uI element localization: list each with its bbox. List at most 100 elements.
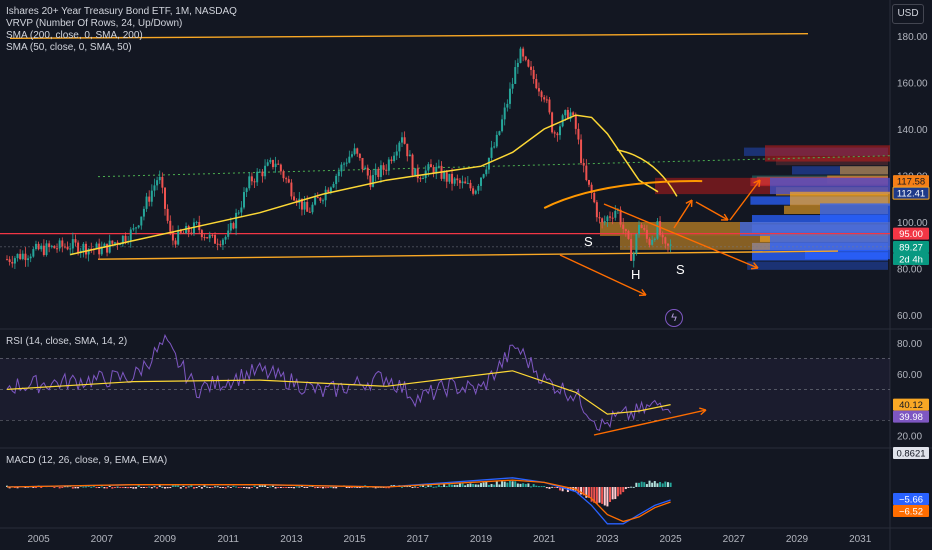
candle-body <box>266 162 269 166</box>
macd-hist-bar <box>232 485 235 487</box>
macd-hist-bar <box>556 487 559 488</box>
macd-hist-bar <box>108 485 111 487</box>
signal-line <box>6 479 671 523</box>
macd-hist-bar <box>248 487 251 489</box>
candle-body <box>179 229 182 233</box>
macd-hist-bar <box>261 485 264 487</box>
macd-hist-bar <box>545 487 548 489</box>
candle-body <box>21 253 24 260</box>
candle-body <box>37 243 40 250</box>
candle-body <box>282 171 285 179</box>
macd-hist-bar <box>164 487 166 489</box>
candle-body <box>63 246 66 248</box>
candle-body <box>656 221 659 239</box>
macd-hist-bar <box>303 487 306 488</box>
rsi-lines <box>6 333 672 431</box>
candle-body <box>572 112 575 116</box>
time-label: 2025 <box>659 534 682 545</box>
hs-label-1: H <box>631 267 640 282</box>
macd-hist-bar <box>474 484 477 487</box>
candle-body <box>161 176 164 188</box>
arrow-up-2-head <box>753 179 761 188</box>
candle-body <box>548 99 551 113</box>
macd-hist-bar <box>74 487 77 489</box>
price-tag-bg <box>893 227 929 240</box>
candle-body <box>590 184 593 193</box>
macd-hist-bar <box>448 483 451 487</box>
macd-hist-bar <box>161 486 164 488</box>
macd-hist-bar <box>219 487 222 488</box>
macd-hist-bar <box>129 487 132 488</box>
macd-hist-bar <box>266 487 269 488</box>
indicator-sma200[interactable]: SMA (200, close, 0, SMA, 200) <box>6 30 143 41</box>
price-tag-bg <box>892 186 930 200</box>
candle-body <box>8 259 11 262</box>
currency-button[interactable]: USD <box>892 4 924 24</box>
macd-hist-bar <box>235 486 238 488</box>
candle-body <box>13 258 16 264</box>
candle-body <box>653 238 656 240</box>
candle-body <box>214 235 217 244</box>
candle-body <box>243 192 245 208</box>
candle-body <box>469 182 472 189</box>
candle-body <box>190 232 193 234</box>
price-tag: 117.58 <box>897 177 925 188</box>
candle-body <box>285 178 288 180</box>
candle-body <box>303 201 306 210</box>
macd-hist-bar <box>192 487 195 489</box>
chart-title[interactable]: Ishares 20+ Year Treasury Bond ETF, 1M, … <box>6 6 237 17</box>
macd-hist-bar <box>245 487 248 489</box>
candle-body <box>329 187 332 193</box>
candle-body <box>443 172 446 179</box>
price-tag-bg <box>893 252 929 265</box>
macd-hist-bar <box>156 487 159 489</box>
macd-hist-bar <box>8 487 11 489</box>
candle-body <box>364 167 367 170</box>
candle-body <box>103 243 106 248</box>
candle-body <box>269 160 272 163</box>
indicator-vrvp[interactable]: VRVP (Number Of Rows, 24, Up/Down) <box>6 18 183 29</box>
macd-hist-bar <box>216 486 219 488</box>
candle-body <box>393 155 396 162</box>
macd-hist-bar <box>92 486 95 488</box>
candle-body <box>532 69 535 80</box>
macd-hist-bar <box>190 485 193 487</box>
macd-hist-bar <box>85 486 87 488</box>
candle-body <box>645 229 648 239</box>
macd-hist-bar <box>508 480 511 487</box>
macd-hist-bar <box>53 487 56 488</box>
hs-label-2: S <box>676 262 685 277</box>
macd-hist-bar <box>200 487 203 489</box>
macd-hist-bar <box>250 487 253 488</box>
price-tag: 95.00 <box>899 229 923 240</box>
lightning-icon[interactable]: ϟ <box>665 309 683 327</box>
candle-body <box>237 212 240 214</box>
candle-body <box>624 228 627 232</box>
candle-body <box>340 164 343 172</box>
macd-hist-bar <box>227 486 230 488</box>
macd-hist-bar <box>532 484 535 487</box>
candle-body <box>48 243 51 247</box>
candle-body <box>598 217 601 219</box>
macd-hist-bar <box>90 486 93 488</box>
macd-hist-bar <box>445 486 448 488</box>
macd-legend[interactable]: MACD (12, 26, close, 9, EMA, EMA) <box>6 455 168 466</box>
candle-body <box>261 171 264 177</box>
macd-hist-bar <box>113 487 116 488</box>
macd-hist-bar <box>32 487 35 488</box>
symbol-legend: Ishares 20+ Year Treasury Bond ETF, 1M, … <box>6 6 237 54</box>
candle-body <box>651 239 654 245</box>
indicator-sma50[interactable]: SMA (50, close, 0, SMA, 50) <box>6 42 132 53</box>
macd-hist-bar <box>540 486 543 488</box>
candle-body <box>287 179 290 183</box>
candle-body <box>250 176 253 182</box>
macd-hist-bar <box>559 487 561 491</box>
rsi-tag: 39.98 <box>899 412 923 423</box>
candle-body <box>669 244 672 246</box>
macd-hist-bar <box>506 482 509 487</box>
macd-hist-bar <box>580 487 583 495</box>
candle-body <box>124 235 127 242</box>
rsi-legend[interactable]: RSI (14, close, SMA, 14, 2) <box>6 336 128 347</box>
candle-body <box>395 151 398 156</box>
